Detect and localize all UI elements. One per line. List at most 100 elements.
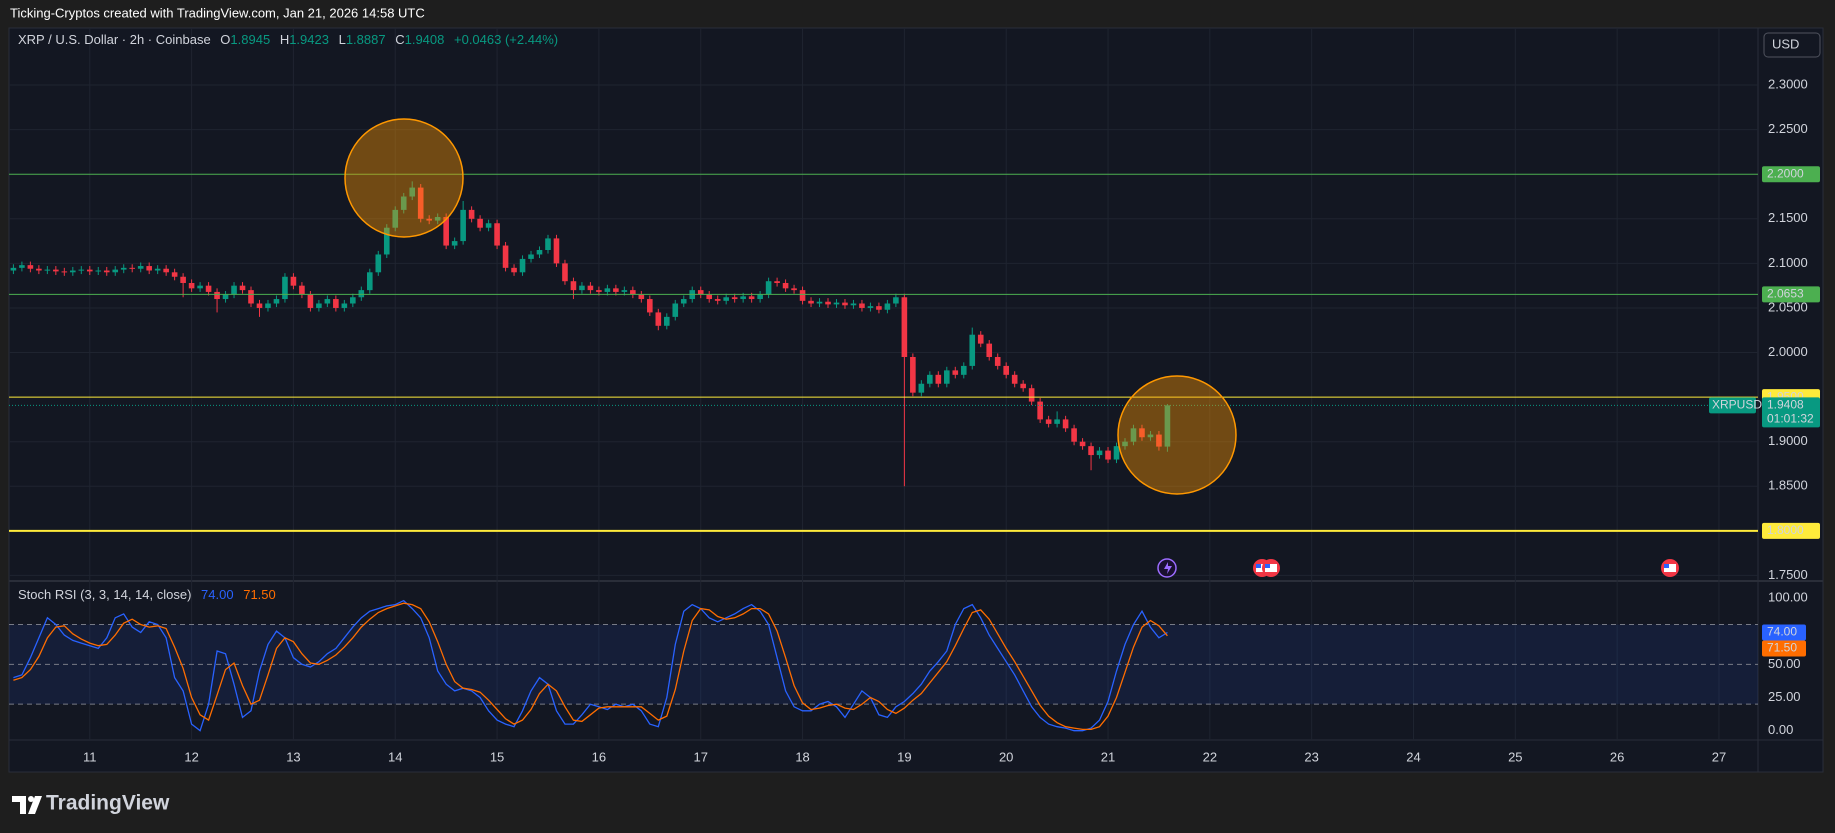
candle-body: [808, 300, 814, 304]
grid: [9, 28, 1758, 740]
candle-body: [197, 285, 203, 289]
stoch-line: [13, 602, 1168, 731]
x-tick-label: 25: [1508, 749, 1522, 764]
candle-body: [27, 265, 34, 269]
candle-body: [417, 187, 424, 219]
level-label: 1.8000: [1767, 523, 1804, 537]
candle-body: [86, 269, 93, 272]
candle-body: [867, 306, 874, 308]
y-tick-label: 1.7500: [1768, 567, 1808, 582]
candle-body: [341, 303, 348, 308]
candle-body: [672, 303, 679, 317]
y-tick-label: 2.0000: [1768, 344, 1808, 359]
candle-body: [621, 290, 628, 292]
x-tick-label: 15: [490, 749, 504, 764]
candle-body: [663, 316, 670, 326]
candle-body: [324, 299, 331, 304]
candle-body: [248, 290, 254, 304]
candle-body: [825, 301, 831, 305]
candle-body: [748, 296, 755, 300]
candle-body: [485, 223, 492, 228]
candle-body: [256, 303, 263, 308]
x-tick-label: 26: [1610, 749, 1624, 764]
candle-body: [392, 209, 399, 228]
candle-body: [884, 303, 891, 310]
candle-body: [986, 343, 993, 357]
candle-body: [61, 271, 68, 273]
header-title: Ticking-Cryptos created with TradingView…: [10, 5, 425, 20]
candle-body: [1020, 383, 1026, 389]
candle-body: [655, 312, 662, 326]
indicator-title: Stoch RSI (3, 3, 14, 14, close): [18, 587, 191, 602]
y-tick-label: 0.00: [1768, 722, 1793, 737]
candle-body: [205, 285, 212, 292]
candle-body: [680, 299, 687, 304]
candle-body: [78, 269, 85, 271]
candle-body: [1003, 365, 1009, 375]
y-tick-label: 100.00: [1768, 589, 1808, 604]
x-tick-label: 19: [897, 749, 911, 764]
candle-body: [502, 245, 509, 268]
candle-body: [1105, 450, 1111, 460]
last-value-box: [1762, 640, 1806, 657]
event-icon[interactable]: [1262, 559, 1280, 577]
candle-body: [400, 196, 407, 210]
candle-body: [171, 272, 178, 277]
candle-body: [129, 267, 136, 269]
candle-body: [222, 294, 229, 300]
ohlc-value: 1.8945: [230, 32, 270, 47]
candle-body: [927, 374, 933, 384]
currency-label[interactable]: USD: [1772, 36, 1799, 51]
candle-body: [273, 299, 280, 304]
candle-body: [774, 281, 780, 283]
countdown-label: 01:01:32: [1767, 411, 1814, 425]
currency-button[interactable]: USD: [1763, 32, 1821, 58]
x-tick-label: 20: [999, 749, 1013, 764]
x-tick-label: 16: [592, 749, 606, 764]
x-tick-label: 24: [1406, 749, 1420, 764]
candle-body: [960, 365, 967, 375]
y-tick-label: 2.3000: [1768, 76, 1808, 91]
y-tick-label: 25.00: [1768, 689, 1801, 704]
d-value: 71.50: [243, 587, 276, 602]
candle-body: [850, 303, 857, 306]
x-tick-label: 22: [1203, 749, 1217, 764]
candle-body: [451, 241, 458, 246]
candle-body: [1028, 388, 1035, 402]
x-tick-label: 23: [1304, 749, 1318, 764]
candle-body: [375, 254, 382, 273]
candle-body: [740, 296, 746, 300]
candle-body: [112, 269, 119, 273]
candle-body: [282, 276, 288, 300]
candle-body: [383, 227, 390, 255]
candle-body: [44, 269, 51, 271]
change: +0.0463 (+2.44%): [454, 32, 558, 47]
candle-body: [1088, 446, 1094, 456]
x-tick-label: 21: [1101, 749, 1115, 764]
candle-body: [460, 209, 466, 242]
candle-body: [19, 265, 25, 268]
candle-body: [757, 294, 763, 300]
x-tick-label: 12: [184, 749, 198, 764]
candle-body: [969, 334, 976, 366]
candle-body: [935, 374, 942, 384]
candle-body: [918, 383, 925, 393]
candle-body: [1113, 446, 1120, 460]
candle-body: [553, 238, 560, 264]
event-icon[interactable]: [1157, 558, 1177, 578]
candle-body: [1139, 428, 1145, 438]
candle-body: [587, 285, 594, 291]
candle-body: [604, 288, 611, 292]
candle-body: [316, 303, 322, 308]
price-legend: XRP / U.S. Dollar · 2h · Coinbase O1.894…: [18, 32, 558, 47]
last-value-label: 71.50: [1767, 641, 1797, 655]
event-icon[interactable]: [1661, 559, 1679, 577]
candle-body: [307, 294, 314, 308]
candle-body: [731, 297, 738, 300]
candle-body: [188, 282, 195, 289]
candle-body: [910, 356, 916, 393]
candle-body: [350, 297, 356, 304]
last-value-box: [1762, 624, 1806, 641]
candle-body: [570, 281, 577, 291]
